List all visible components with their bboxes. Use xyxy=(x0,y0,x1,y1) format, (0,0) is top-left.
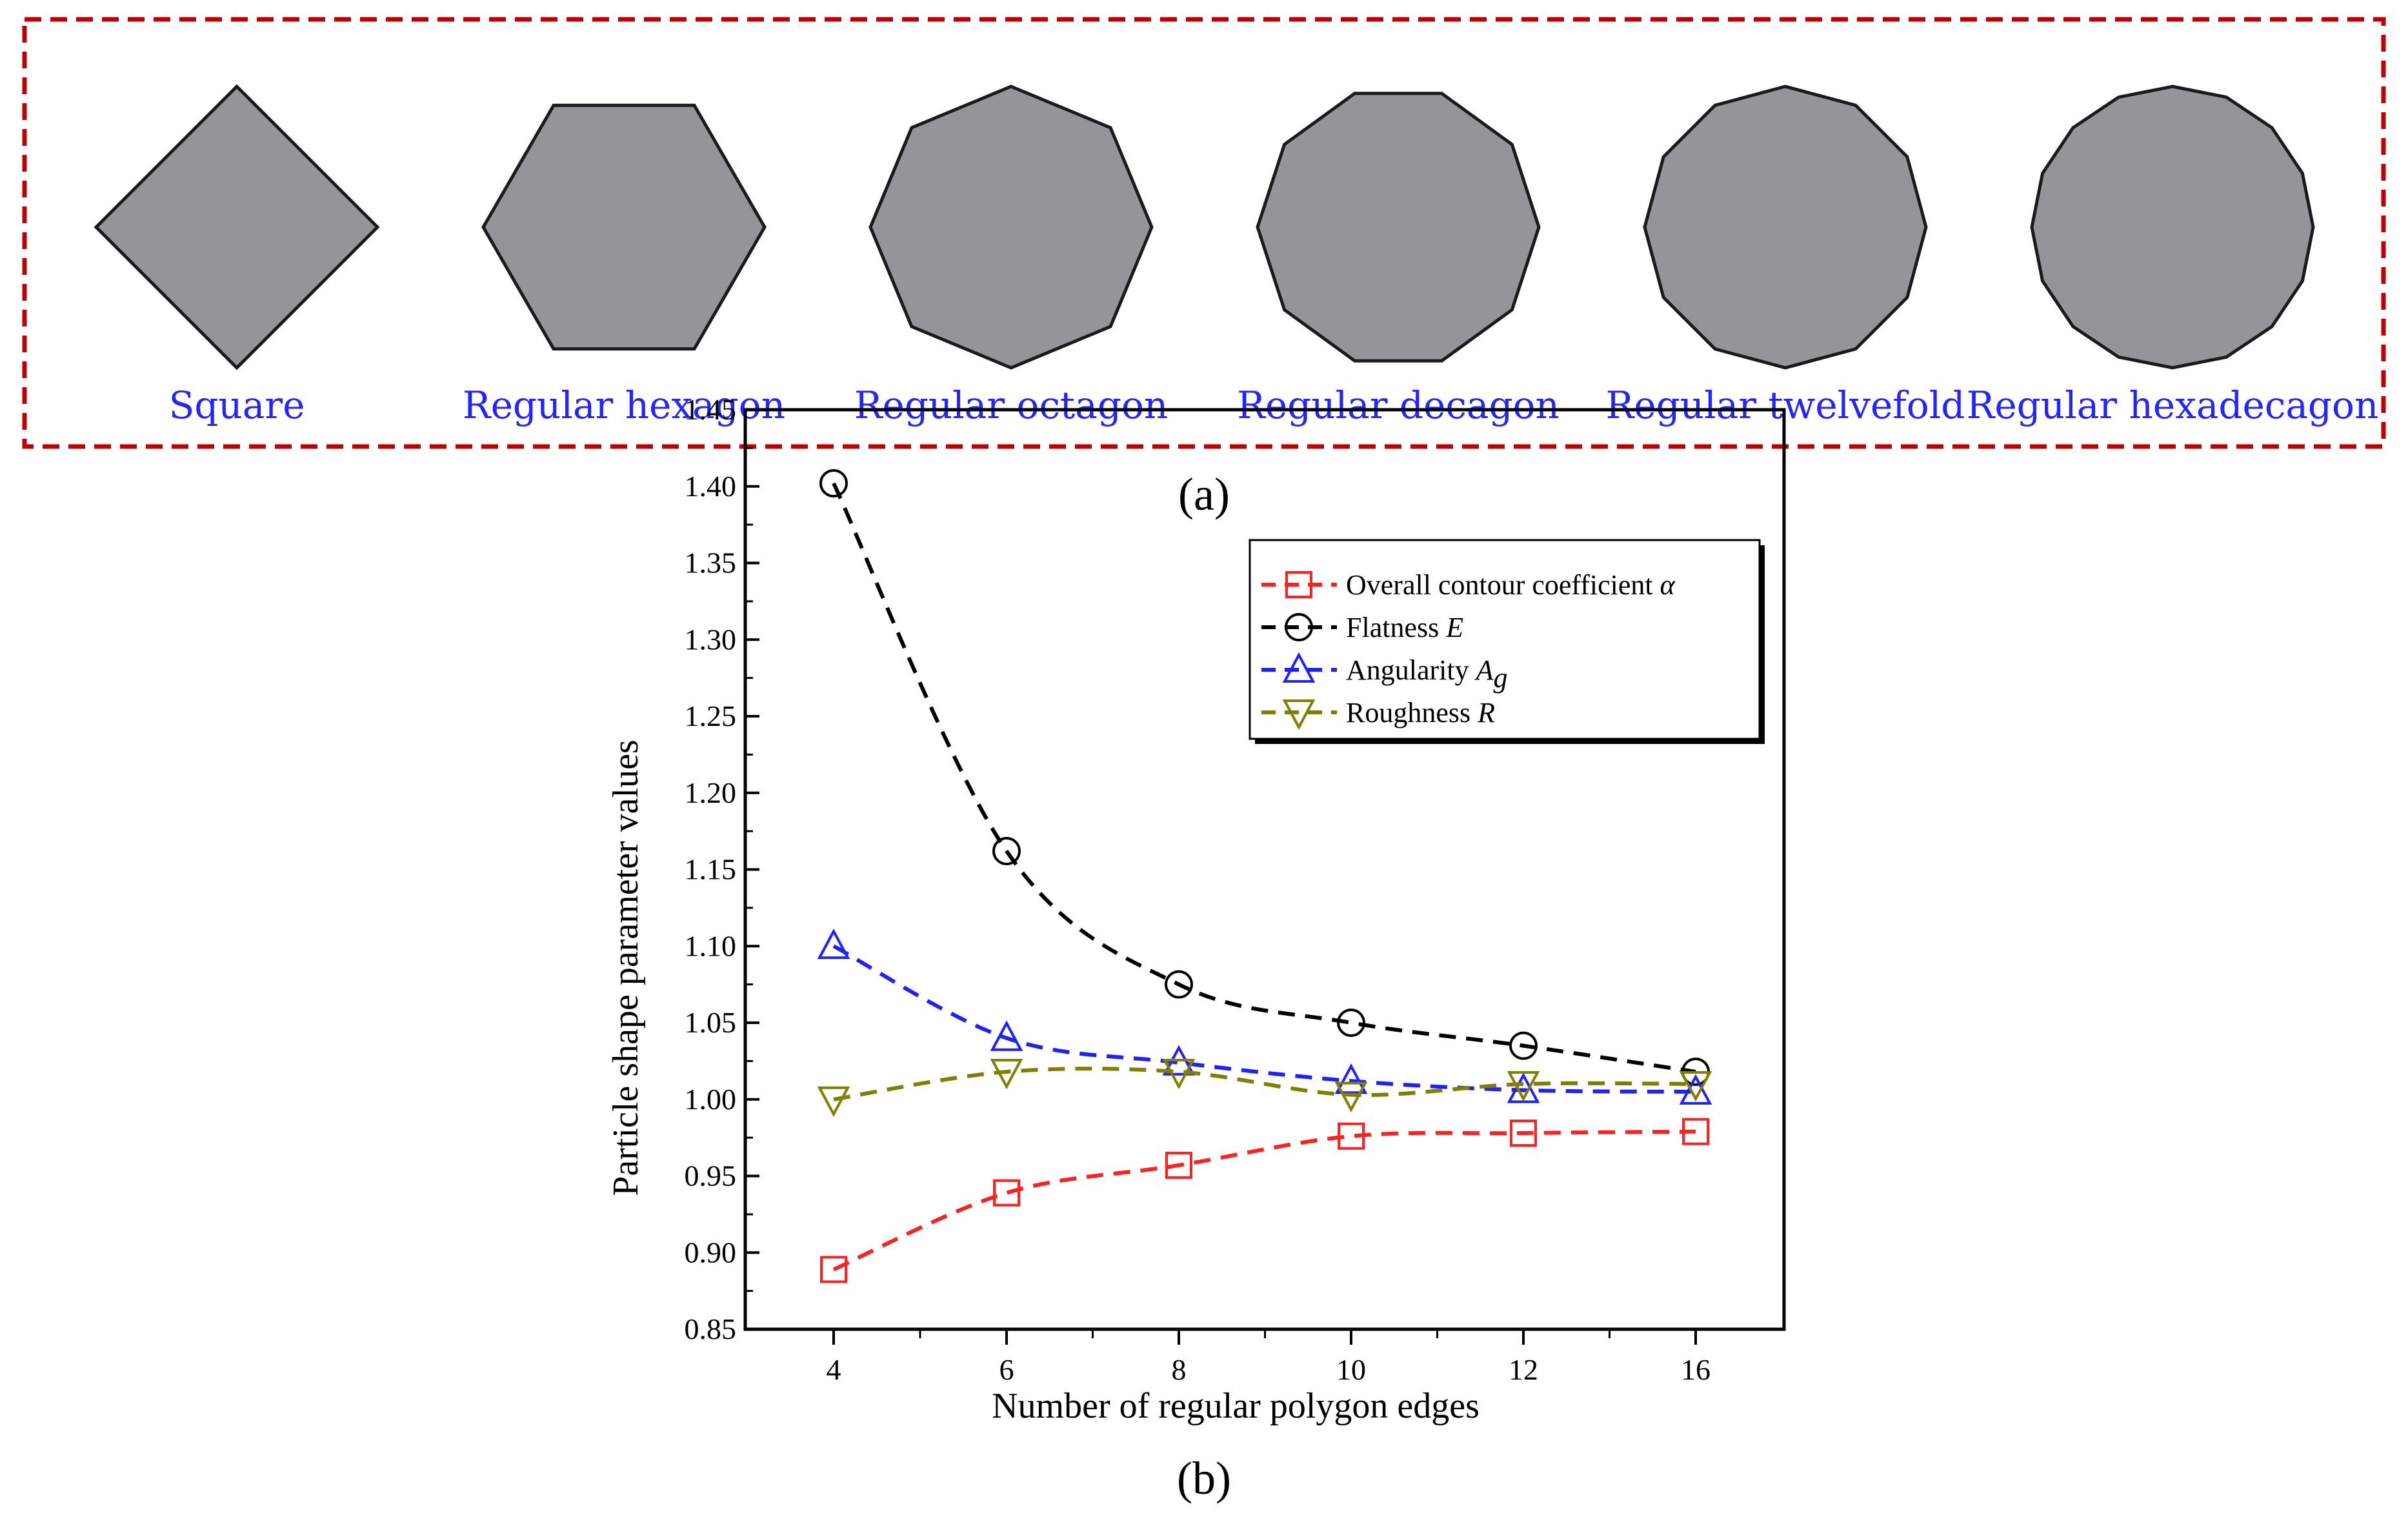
overall-contour-coefficient-point xyxy=(993,1179,1020,1207)
legend-entry-flatness: Flatness E xyxy=(1261,612,1463,643)
y-tick-label: 1.20 xyxy=(685,776,737,809)
angularity-point xyxy=(1334,1063,1368,1094)
shape-gallery: Square Regular hexagon Regular octagon Regu… xyxy=(94,84,2379,427)
legend-symbol: E xyxy=(1445,612,1463,643)
regular-octagon-label: Regular octagon xyxy=(854,383,1168,427)
overall-contour-coefficient-point xyxy=(1682,1118,1709,1145)
flatness-point xyxy=(1337,1009,1365,1037)
x-tick-label: 10 xyxy=(1336,1353,1366,1386)
x-axis-title: Number of regular polygon edges xyxy=(992,1386,1480,1426)
panel-a-border xyxy=(22,17,2386,449)
legend-box xyxy=(1249,539,1761,740)
legend-marker xyxy=(1285,571,1312,598)
y-tick-label: 0.95 xyxy=(685,1160,737,1192)
regular-hexadecagon-label: Regular hexadecagon xyxy=(1967,383,2379,427)
regular-hexagon-shape xyxy=(481,103,767,351)
legend-marker xyxy=(1282,652,1316,683)
roughness-series xyxy=(817,1059,1712,1117)
angularity-point xyxy=(1679,1074,1712,1105)
x-tick-label: 12 xyxy=(1509,1353,1538,1386)
line-chart: 0.85 0.90 0.95 1.00 1.05 1.10 1.15 1.20 1.25 1.30… xyxy=(606,393,1786,1426)
y-tick-label: 1.00 xyxy=(685,1083,737,1116)
roughness-line xyxy=(833,1067,1696,1101)
legend-label: Roughness R xyxy=(1346,697,1495,728)
panel-b-label: (b) xyxy=(1177,1452,1231,1504)
regular-hexagon-label: Regular hexagon xyxy=(463,383,785,427)
square-label: Square xyxy=(169,383,305,427)
regular-twelvefold-shape xyxy=(1643,85,1928,370)
y-tick-label: 1.25 xyxy=(685,699,737,732)
legend-symbol: α xyxy=(1660,569,1676,601)
x-tick-label: 16 xyxy=(1681,1353,1711,1386)
roughness-point xyxy=(1334,1081,1368,1112)
angularity-point xyxy=(990,1020,1023,1051)
regular-octagon-shape xyxy=(868,85,1154,370)
roughness-point xyxy=(1162,1059,1196,1090)
roughness-point xyxy=(817,1086,850,1117)
flatness-line xyxy=(832,482,1696,1074)
legend: Overall contour coefficient α Flatness E A… xyxy=(1249,539,1765,744)
legend-entry-overall-contour-coefficient: Overall contour coefficient α xyxy=(1261,569,1676,601)
legend-marker xyxy=(1285,613,1313,641)
angularity-line xyxy=(832,944,1696,1094)
flatness-point xyxy=(1509,1031,1538,1060)
legend-symbol: A xyxy=(1474,654,1494,686)
y-tick-label: 1.45 xyxy=(685,393,737,426)
roughness-point xyxy=(990,1059,1023,1090)
panel-a-label: (a) xyxy=(1178,468,1230,520)
x-tick-label: 8 xyxy=(1172,1353,1187,1386)
regular-decagon-shape xyxy=(1256,92,1541,363)
x-axis: 4 6 8 10 12 16 xyxy=(827,1329,1711,1386)
angularity-point xyxy=(1507,1072,1540,1103)
angularity-point xyxy=(817,929,850,959)
square-shape xyxy=(94,84,380,370)
legend-marker xyxy=(1282,699,1316,730)
y-tick-label: 0.85 xyxy=(685,1312,737,1345)
overall-contour-coefficient-point xyxy=(820,1256,847,1283)
overall-contour-coefficient-line xyxy=(832,1129,1696,1272)
y-axis-title: Particle shape parameter values xyxy=(606,739,646,1196)
legend-subscript: g xyxy=(1494,662,1508,694)
flatness-point xyxy=(1165,970,1193,999)
y-axis: 0.85 0.90 0.95 1.00 1.05 1.10 1.15 1.20 1.25 1.30… xyxy=(685,393,759,1345)
y-tick-label: 1.35 xyxy=(685,547,737,579)
roughness-point xyxy=(1679,1071,1712,1102)
overall-contour-coefficient-series xyxy=(820,1118,1709,1283)
y-tick-label: 1.30 xyxy=(685,623,737,656)
flatness-series xyxy=(819,469,1710,1086)
x-tick-label: 6 xyxy=(999,1353,1014,1386)
regular-hexadecagon-shape xyxy=(2030,85,2315,370)
x-tick-label: 4 xyxy=(827,1353,841,1386)
legend-label: Overall contour coefficient α xyxy=(1346,569,1676,601)
y-tick-label: 0.90 xyxy=(685,1236,737,1269)
overall-contour-coefficient-point xyxy=(1165,1151,1192,1179)
series-group xyxy=(817,469,1712,1283)
y-tick-label: 1.15 xyxy=(685,853,737,886)
angularity-series xyxy=(817,929,1712,1105)
legend-entry-roughness: Roughness R xyxy=(1261,697,1495,730)
flatness-point xyxy=(992,837,1021,865)
legend-symbol: R xyxy=(1477,697,1495,728)
legend-label: Flatness E xyxy=(1346,612,1463,643)
y-tick-label: 1.10 xyxy=(685,929,737,962)
y-tick-label: 1.05 xyxy=(685,1006,737,1039)
regular-decagon-label: Regular decagon xyxy=(1237,383,1560,427)
overall-contour-coefficient-point xyxy=(1510,1120,1537,1147)
flatness-point xyxy=(819,469,848,497)
y-tick-label: 1.40 xyxy=(685,470,737,503)
overall-contour-coefficient-point xyxy=(1338,1122,1365,1150)
roughness-point xyxy=(1507,1071,1540,1102)
